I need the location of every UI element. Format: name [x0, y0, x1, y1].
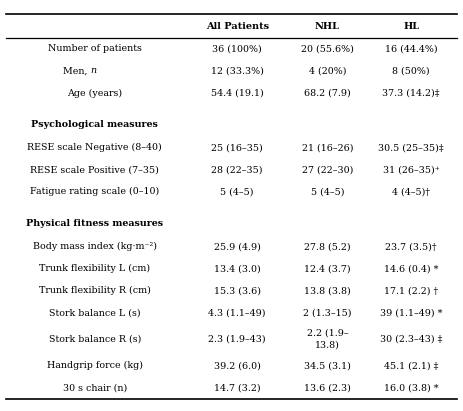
Text: Age (years): Age (years) — [67, 88, 122, 97]
Text: 4 (20%): 4 (20%) — [309, 66, 346, 75]
Text: HL: HL — [403, 21, 419, 30]
Text: 31 (26–35)⁺: 31 (26–35)⁺ — [383, 165, 439, 174]
Text: Body mass index (kg·m⁻²): Body mass index (kg·m⁻²) — [33, 242, 157, 251]
Text: 17.1 (2.2) †: 17.1 (2.2) † — [384, 286, 438, 296]
Text: NHL: NHL — [315, 21, 340, 30]
Text: 25 (16–35): 25 (16–35) — [211, 143, 263, 152]
Text: 30 s chair (n): 30 s chair (n) — [63, 383, 127, 392]
Text: 13.8): 13.8) — [315, 341, 340, 350]
Text: Stork balance L (s): Stork balance L (s) — [49, 308, 141, 317]
Text: 13.6 (2.3): 13.6 (2.3) — [304, 383, 351, 392]
Text: Stork balance R (s): Stork balance R (s) — [49, 335, 141, 344]
Text: 39.2 (6.0): 39.2 (6.0) — [214, 361, 261, 370]
Text: 13.8 (3.8): 13.8 (3.8) — [304, 286, 351, 296]
Text: 16 (44.4%): 16 (44.4%) — [385, 44, 438, 53]
Text: 23.7 (3.5)†: 23.7 (3.5)† — [385, 242, 437, 251]
Text: 4 (4–5)†: 4 (4–5)† — [392, 187, 430, 196]
Text: 54.4 (19.1): 54.4 (19.1) — [211, 88, 263, 97]
Text: 68.2 (7.9): 68.2 (7.9) — [304, 88, 351, 97]
Text: 45.1 (2.1) ‡: 45.1 (2.1) ‡ — [384, 361, 438, 370]
Text: 14.6 (0.4) *: 14.6 (0.4) * — [384, 264, 438, 273]
Text: 16.0 (3.8) *: 16.0 (3.8) * — [384, 383, 438, 392]
Text: Psychological measures: Psychological measures — [31, 120, 158, 129]
Text: 30 (2.3–43) ‡: 30 (2.3–43) ‡ — [380, 335, 442, 344]
Text: 2.3 (1.9–43): 2.3 (1.9–43) — [208, 335, 266, 344]
Text: 4.3 (1.1–49): 4.3 (1.1–49) — [208, 308, 266, 317]
Text: 39 (1.1–49) *: 39 (1.1–49) * — [380, 308, 442, 317]
Text: Men,: Men, — [63, 66, 90, 75]
Text: 5 (4–5): 5 (4–5) — [311, 187, 344, 196]
Text: 15.3 (3.6): 15.3 (3.6) — [213, 286, 261, 296]
Text: Trunk flexibility R (cm): Trunk flexibility R (cm) — [39, 286, 151, 296]
Text: 20 (55.6%): 20 (55.6%) — [301, 44, 354, 53]
Text: 34.5 (3.1): 34.5 (3.1) — [304, 361, 351, 370]
Text: n: n — [90, 66, 96, 75]
Text: Trunk flexibility L (cm): Trunk flexibility L (cm) — [39, 264, 150, 273]
Text: 14.7 (3.2): 14.7 (3.2) — [214, 383, 261, 392]
Text: All Patients: All Patients — [206, 21, 269, 30]
Text: 25.9 (4.9): 25.9 (4.9) — [214, 242, 261, 251]
Text: 21 (16–26): 21 (16–26) — [302, 143, 353, 152]
Text: 30.5 (25–35)‡: 30.5 (25–35)‡ — [378, 143, 444, 152]
Text: 36 (100%): 36 (100%) — [212, 44, 262, 53]
Text: Number of patients: Number of patients — [48, 44, 142, 53]
Text: 8 (50%): 8 (50%) — [392, 66, 430, 75]
Text: 28 (22–35): 28 (22–35) — [212, 165, 263, 174]
Text: Fatigue rating scale (0–10): Fatigue rating scale (0–10) — [30, 187, 159, 196]
Text: 13.4 (3.0): 13.4 (3.0) — [214, 264, 261, 273]
Text: 5 (4–5): 5 (4–5) — [220, 187, 254, 196]
Text: Handgrip force (kg): Handgrip force (kg) — [47, 361, 143, 370]
Text: RESE scale Negative (8–40): RESE scale Negative (8–40) — [27, 143, 162, 152]
Text: Physical fitness measures: Physical fitness measures — [26, 219, 163, 229]
Text: 27 (22–30): 27 (22–30) — [302, 165, 353, 174]
Text: 12 (33.3%): 12 (33.3%) — [211, 66, 263, 75]
Text: 2 (1.3–15): 2 (1.3–15) — [303, 308, 352, 317]
Text: 27.8 (5.2): 27.8 (5.2) — [304, 242, 351, 251]
Text: 37.3 (14.2)‡: 37.3 (14.2)‡ — [382, 88, 440, 97]
Text: 2.2 (1.9–: 2.2 (1.9– — [307, 329, 348, 337]
Text: RESE scale Positive (7–35): RESE scale Positive (7–35) — [31, 165, 159, 174]
Text: 12.4 (3.7): 12.4 (3.7) — [304, 264, 351, 273]
